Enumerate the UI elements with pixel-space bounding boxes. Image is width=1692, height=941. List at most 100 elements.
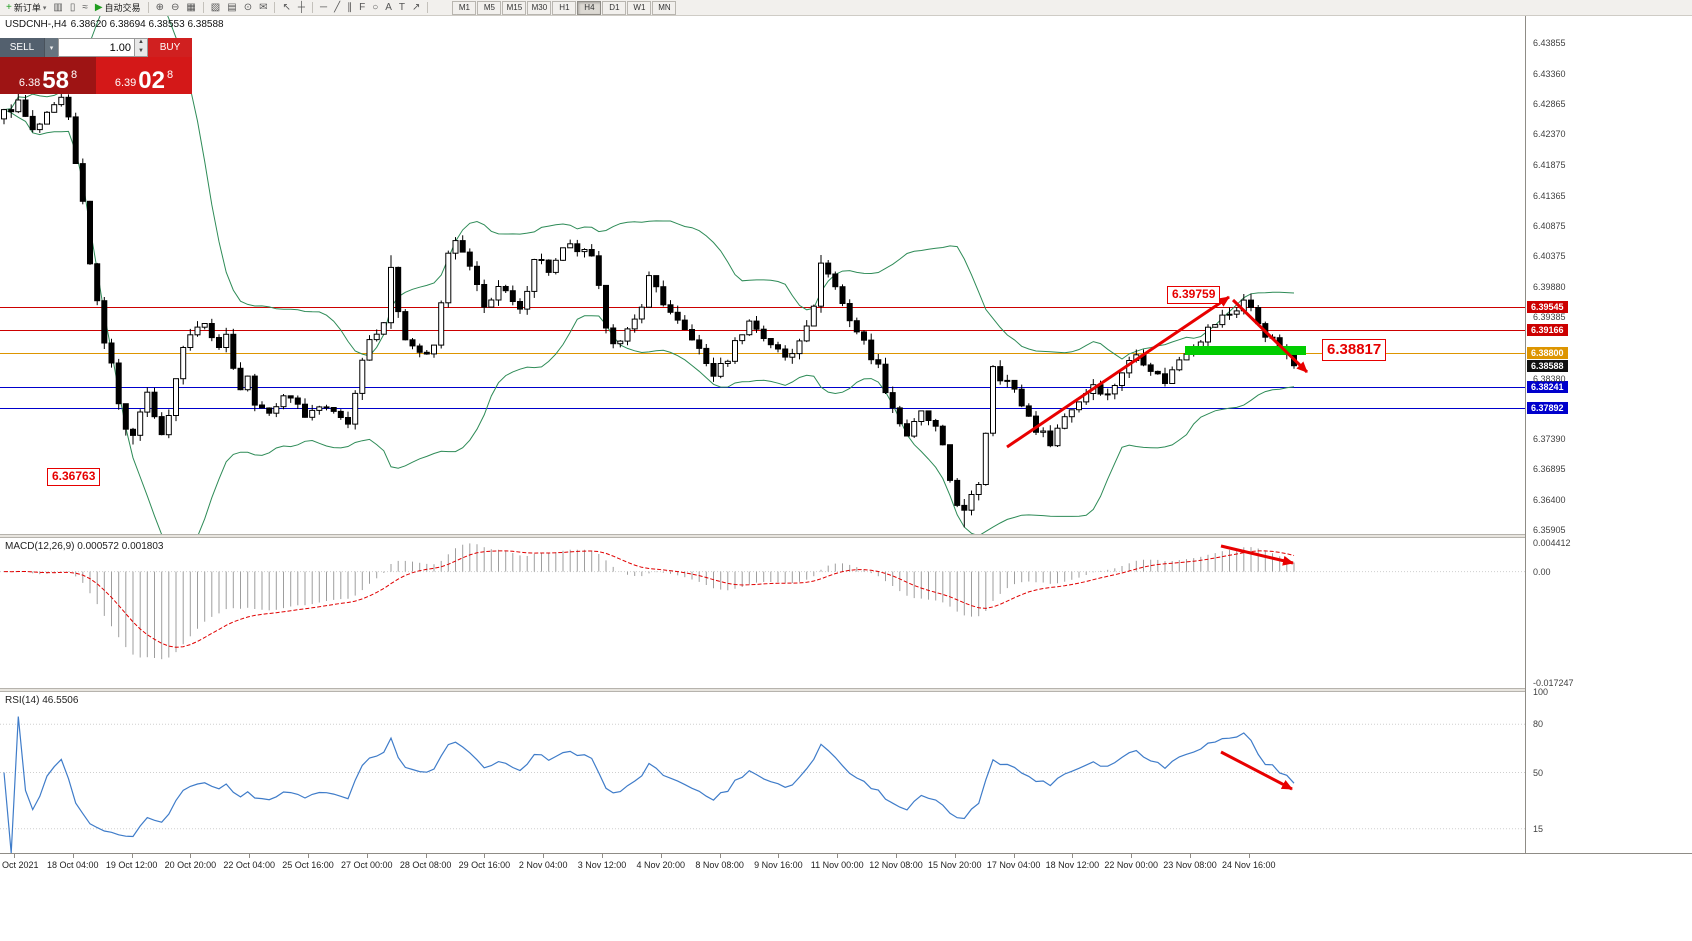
buy-price-display[interactable]: 6.39 02 8 xyxy=(96,57,192,94)
label-tool-button[interactable]: T xyxy=(396,1,408,14)
hline-tool-button[interactable]: ─ xyxy=(317,1,330,14)
time-axis-tick xyxy=(896,854,897,858)
time-axis-label: 20 Oct 20:00 xyxy=(164,860,217,870)
time-axis-label: 27 Oct 00:00 xyxy=(341,860,393,870)
one-click-trading-panel: SELL ▾ 1.00 ▲ ▼ BUY 6.38 58 8 6.39 02 8 xyxy=(0,38,192,94)
news-button[interactable]: ✉ xyxy=(256,1,270,14)
price-axis-label: 6.40375 xyxy=(1533,251,1566,262)
support-line-2[interactable] xyxy=(0,408,1525,410)
new-chart-button[interactable]: ▧ xyxy=(208,1,223,14)
timeframe-d1[interactable]: D1 xyxy=(602,0,627,15)
time-axis-tick xyxy=(660,854,662,858)
bid-pip-digit: 8 xyxy=(71,69,78,81)
volume-input[interactable]: 1.00 xyxy=(58,38,135,57)
zoom-in-button[interactable]: ⊕ xyxy=(153,1,167,14)
cursor-button[interactable]: ↖ xyxy=(279,1,293,14)
trendline-icon: ╱ xyxy=(334,1,341,13)
channel-tool-button[interactable]: ∥ xyxy=(344,1,355,14)
clock-icon: ⊙ xyxy=(243,1,253,13)
main-chart-canvas[interactable] xyxy=(0,16,1525,534)
bar-chart-icon: ▥ xyxy=(53,1,63,13)
chart-symbol-ohlc: USDCNH-,H4 6.38620 6.38694 6.38553 6.3858… xyxy=(5,19,228,30)
horizontal-line-icon: ─ xyxy=(319,1,328,13)
spin-up-icon[interactable]: ▲ xyxy=(138,39,144,45)
time-axis-tick xyxy=(837,854,839,858)
price-axis-label: 6.39880 xyxy=(1533,281,1566,292)
spin-down-icon[interactable]: ▼ xyxy=(138,47,144,54)
sell-price-display[interactable]: 6.38 58 8 xyxy=(0,57,96,94)
resistance-price-label[interactable]: 6.38817 xyxy=(1322,339,1387,361)
toolbar-separator xyxy=(427,2,429,13)
rsi-indicator-label: RSI(14) 46.5506 xyxy=(5,695,79,706)
macd-panel-canvas[interactable] xyxy=(0,538,1525,688)
zoom-out-button[interactable]: ⊖ xyxy=(168,1,182,14)
strategy-tester-button[interactable]: ⊙ xyxy=(241,1,255,14)
autotrading-button[interactable]: ▶ 自动交易 xyxy=(92,1,144,14)
timeframe-mn[interactable]: MN xyxy=(652,0,677,15)
peak-price-label[interactable]: 6.39759 xyxy=(1167,286,1221,304)
chevron-down-icon: ▾ xyxy=(42,4,47,12)
chart-candle-type-button[interactable]: ▯ xyxy=(67,1,79,14)
ellipse-icon: ○ xyxy=(372,1,379,13)
ask-prefix: 6.39 xyxy=(114,77,137,89)
sell-button[interactable]: SELL xyxy=(0,38,44,57)
time-axis-tick xyxy=(602,854,603,858)
mail-icon: ✉ xyxy=(259,1,268,13)
buy-button[interactable]: BUY xyxy=(148,38,192,57)
chart-ohlc-values: 6.38620 6.38694 6.38553 6.38588 xyxy=(70,19,224,30)
time-axis-tick xyxy=(719,854,721,858)
rsi-panel-canvas[interactable] xyxy=(0,692,1525,853)
one-click-price-row: 6.38 58 8 6.39 02 8 xyxy=(0,57,192,94)
toolbar-separator xyxy=(202,2,204,13)
volume-stepper[interactable]: ▲ ▼ xyxy=(135,38,148,57)
new-order-button[interactable]: + 新订单 ▾ xyxy=(3,1,49,14)
timeframe-m1[interactable]: M1 xyxy=(452,0,477,15)
arrows-tool-button[interactable]: ↗ xyxy=(409,1,423,14)
timeframe-h4[interactable]: H4 xyxy=(577,0,602,15)
tile-windows-button[interactable]: ▦ xyxy=(183,1,198,14)
trendline-tool-button[interactable]: ╱ xyxy=(331,1,343,14)
timeframe-h1[interactable]: H1 xyxy=(552,0,577,15)
price-axis-label: 6.43360 xyxy=(1533,68,1566,79)
chart-bar-type-button[interactable]: ▥ xyxy=(50,1,65,14)
toolbar-button-label: 新订单 xyxy=(13,3,41,13)
chart-line-type-button[interactable]: ≈ xyxy=(79,1,91,14)
rsi-axis-label: 15 xyxy=(1533,823,1544,834)
timeframe-w1[interactable]: W1 xyxy=(627,0,652,15)
resistance-line-1[interactable] xyxy=(0,307,1525,309)
time-axis-label: 17 Nov 04:00 xyxy=(986,860,1041,870)
time-axis-label: 11 Nov 00:00 xyxy=(810,860,864,870)
time-axis-label: 24 Nov 16:00 xyxy=(1222,860,1276,870)
panel-separator[interactable] xyxy=(0,534,1692,538)
time-axis-tick xyxy=(366,854,368,858)
text-tool-button[interactable]: A xyxy=(382,1,395,14)
time-axis-label: 2 Nov 04:00 xyxy=(518,860,568,870)
resistance-zone-highlight[interactable] xyxy=(1185,346,1306,355)
shapes-tool-button[interactable]: ○ xyxy=(369,1,381,14)
order-type-dropdown-icon[interactable]: ▾ xyxy=(44,38,58,57)
timeframe-m5[interactable]: M5 xyxy=(477,0,502,15)
rsi-line xyxy=(3,716,1295,853)
panel-separator[interactable] xyxy=(0,688,1692,692)
timeframe-m15[interactable]: M15 xyxy=(502,0,527,15)
pivot-line[interactable] xyxy=(0,352,1525,354)
profiles-icon: ▤ xyxy=(227,1,237,13)
toolbar-button-label: 自动交易 xyxy=(104,3,141,13)
price-axis-label: 6.40875 xyxy=(1533,220,1566,231)
time-axis-label: 18 Oct 04:00 xyxy=(47,860,99,870)
time-axis[interactable]: 15 Oct 2021 18 Oct 04:00 19 Oct 12:00 20 Oc… xyxy=(0,853,1692,878)
support-price-label[interactable]: 6.36763 xyxy=(47,468,101,486)
time-axis-tick xyxy=(14,854,15,858)
price-axis[interactable]: 6.39545 6.39166 6.38800 6.38241 6.37892 6.385… xyxy=(1525,16,1692,853)
fibonacci-tool-button[interactable]: F xyxy=(356,1,368,14)
macd-signal-line xyxy=(3,550,1295,648)
support-line-1[interactable] xyxy=(0,387,1525,388)
rsi-axis-label: 80 xyxy=(1533,719,1544,730)
text-icon: A xyxy=(385,1,392,13)
timeframe-m30[interactable]: M30 xyxy=(527,0,552,15)
profiles-button[interactable]: ▤ xyxy=(224,1,239,14)
price-axis-label: 6.43855 xyxy=(1533,38,1566,49)
price-axis-label: 6.41365 xyxy=(1533,190,1566,201)
current-price-label: 6.38588 xyxy=(1527,359,1568,372)
crosshair-button[interactable]: ┼ xyxy=(295,1,308,14)
